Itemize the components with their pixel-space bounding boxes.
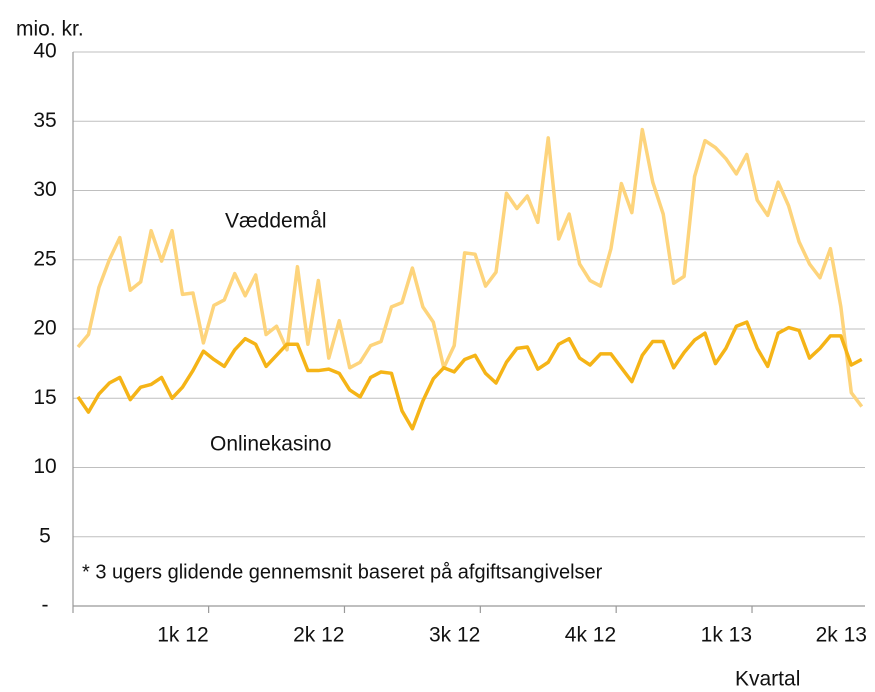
y-tick-label: - [42, 594, 49, 617]
x-tick-label: 2k 13 [816, 624, 867, 647]
x-tick-label: 4k 12 [565, 624, 616, 647]
x-axis-label: Kvartal [735, 668, 800, 691]
x-tick-label: 1k 13 [701, 624, 752, 647]
y-tick-label: 40 [33, 40, 56, 63]
y-tick-label: 20 [33, 317, 56, 340]
series-annotation: Væddemål [225, 210, 327, 233]
y-tick-label: 25 [33, 247, 56, 270]
x-tick-label: 1k 12 [157, 624, 208, 647]
x-tick-label: 3k 12 [429, 624, 480, 647]
y-tick-label: 5 [39, 524, 51, 547]
y-tick-label: 15 [33, 386, 56, 409]
x-tick-label: 2k 12 [293, 624, 344, 647]
series-line [76, 320, 863, 431]
y-axis-label: mio. kr. [16, 18, 84, 41]
y-tick-label: 30 [33, 178, 56, 201]
y-tick-label: 35 [33, 109, 56, 132]
footnote: * 3 ugers glidende gennemsnit baseret på… [82, 561, 603, 583]
series-annotation: Onlinekasino [210, 433, 331, 456]
series-line [76, 127, 864, 408]
y-tick-label: 10 [33, 455, 56, 478]
